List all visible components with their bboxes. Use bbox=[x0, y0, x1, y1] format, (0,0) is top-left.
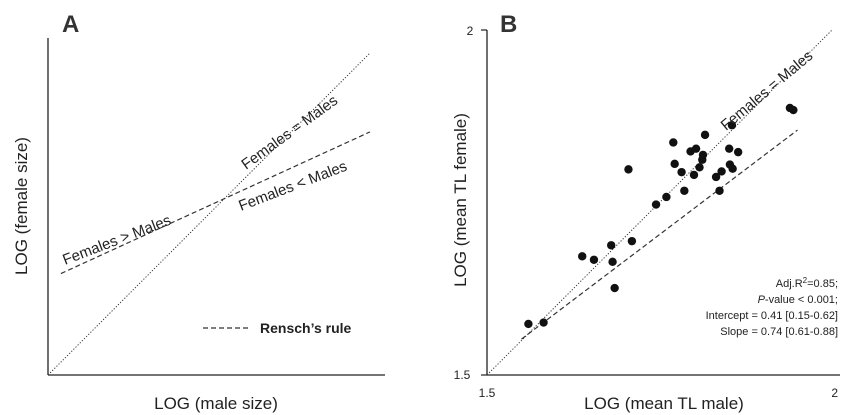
data-point bbox=[627, 236, 637, 246]
data-point bbox=[695, 163, 704, 172]
data-point bbox=[728, 164, 737, 173]
panel-a: A Females = Males Females < Males Female… bbox=[12, 11, 385, 413]
legend-label: Rensch’s rule bbox=[260, 320, 352, 336]
y-tick-1-5: 1.5 bbox=[454, 368, 471, 382]
data-point bbox=[524, 319, 533, 329]
isometry-line-a bbox=[47, 52, 371, 376]
panel-b-letter: B bbox=[500, 11, 517, 38]
regression-line bbox=[521, 129, 798, 340]
stats-intercept: Intercept = 0.41 [0.15-0.62] bbox=[706, 310, 838, 322]
panel-a-x-label: LOG (male size) bbox=[154, 394, 278, 413]
data-point bbox=[670, 159, 679, 169]
data-point bbox=[789, 105, 798, 115]
data-point bbox=[607, 241, 616, 250]
x-tick-2: 2 bbox=[831, 386, 838, 400]
data-point bbox=[677, 167, 686, 177]
stats-slope: Slope = 0.74 [0.61-0.88] bbox=[720, 326, 838, 338]
data-point bbox=[733, 147, 743, 157]
data-point bbox=[724, 144, 734, 153]
data-point bbox=[578, 252, 587, 261]
panel-b-y-label: LOG (mean TL female) bbox=[451, 113, 470, 287]
stats-pvalue: P-value < 0.001; bbox=[758, 294, 838, 306]
data-point bbox=[662, 192, 671, 202]
stats-r2: Adj.R2=0.85; bbox=[776, 276, 838, 290]
label-females-equal-males-b: Females = Males bbox=[718, 47, 817, 134]
data-point bbox=[608, 257, 617, 267]
panel-a-y-label: LOG (female size) bbox=[12, 137, 31, 275]
data-point bbox=[711, 172, 721, 182]
data-point bbox=[691, 144, 701, 153]
data-point bbox=[610, 283, 619, 293]
data-point bbox=[539, 318, 548, 327]
data-point bbox=[624, 165, 633, 174]
data-point bbox=[680, 186, 689, 195]
data-point bbox=[727, 121, 737, 130]
panel-b: B 2 1.5 1.5 2 Females = Males Adj.R2=0.8… bbox=[451, 11, 840, 413]
rensch-line-a bbox=[60, 131, 371, 275]
data-point bbox=[651, 200, 661, 209]
data-point bbox=[669, 138, 678, 147]
label-females-greater-males: Females > Males bbox=[60, 212, 173, 269]
data-point bbox=[589, 255, 599, 264]
data-point bbox=[715, 186, 724, 195]
x-tick-1-5: 1.5 bbox=[479, 386, 496, 400]
y-tick-2: 2 bbox=[467, 24, 474, 38]
data-point bbox=[700, 130, 710, 140]
data-point bbox=[698, 150, 708, 160]
label-females-equal-males-a: Females = Males bbox=[238, 92, 341, 173]
panel-a-letter: A bbox=[62, 11, 79, 38]
panel-b-x-label: LOG (mean TL male) bbox=[584, 394, 744, 413]
data-point bbox=[717, 167, 726, 176]
data-point bbox=[689, 170, 699, 180]
